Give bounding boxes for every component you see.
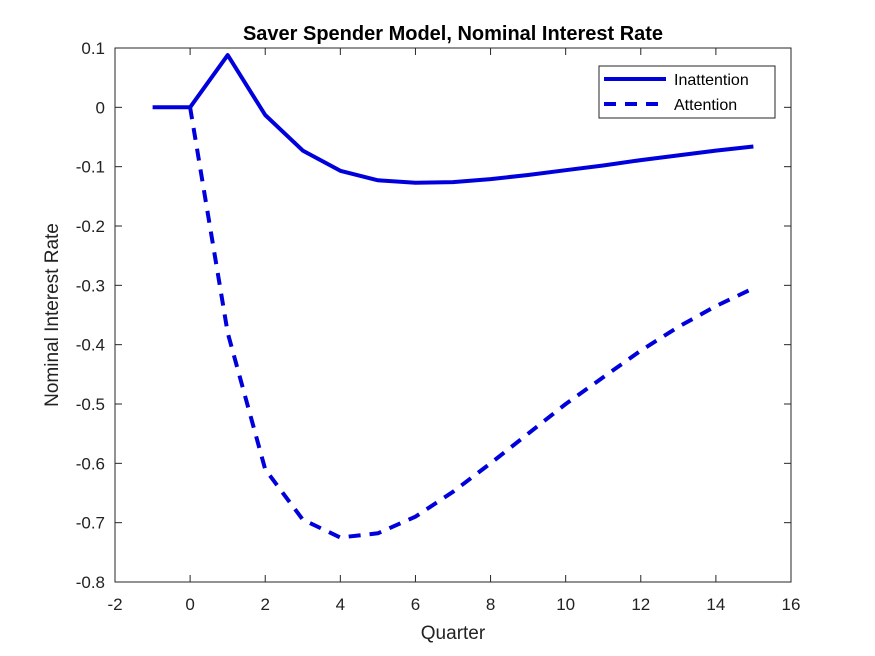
y-tick-label: -0.8 [76,573,105,592]
x-axis: -2 0 2 4 6 8 10 12 14 16 [107,48,800,614]
y-axis: 0.1 0 -0.1 -0.2 -0.3 -0.4 -0.5 -0.6 -0.7 -0.8 [76,39,791,592]
legend-label-inattention: Inattention [674,72,749,89]
y-tick-label: -0.3 [76,276,105,295]
legend-label-attention: Attention [674,97,737,114]
legend-box [598,65,776,119]
y-tick-label: -0.4 [76,336,105,355]
y-tick-label: 0 [96,98,105,117]
x-tick-label: 4 [336,595,345,614]
y-tick-label: -0.2 [76,217,105,236]
x-tick-label: 12 [631,595,650,614]
x-tick-label: 10 [556,595,575,614]
series-line-attention [188,106,755,540]
x-tick-label: 2 [260,595,269,614]
x-tick-label: -2 [107,595,122,614]
x-tick-label: 14 [706,595,725,614]
x-tick-label: 0 [185,595,194,614]
y-tick-label: 0.1 [81,39,105,58]
x-tick-label: 16 [782,595,801,614]
legend: Inattention Attention [598,65,776,119]
x-tick-label: 8 [486,595,495,614]
x-tick-label: 6 [411,595,420,614]
chart-title: Saver Spender Model, Nominal Interest Ra… [243,23,663,45]
y-tick-label: -0.5 [76,395,105,414]
y-tick-label: -0.7 [76,514,105,533]
plot-frame [114,47,792,583]
plot-background [115,48,791,582]
y-tick-label: -0.6 [76,454,105,473]
series-line-inattention [152,53,754,185]
y-axis-label: Nominal Interest Rate [42,223,63,407]
y-tick-label: -0.1 [76,158,105,177]
series-layer [152,53,755,540]
x-axis-label: Quarter [421,623,486,644]
